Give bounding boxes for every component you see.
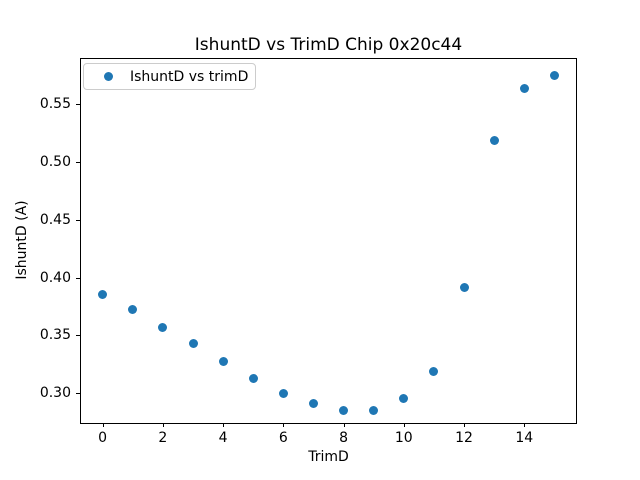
- data-point: [429, 366, 439, 376]
- data-point: [459, 283, 469, 293]
- x-tick-label: 4: [218, 430, 228, 446]
- y-tick-label: 0.50: [39, 154, 71, 170]
- x-tick-mark: [524, 423, 526, 427]
- x-tick-mark: [403, 423, 405, 427]
- data-point: [278, 388, 288, 398]
- x-tick-label: 0: [98, 430, 108, 446]
- plot-area: [80, 58, 577, 424]
- data-point: [308, 398, 318, 408]
- x-tick-label: 6: [278, 430, 288, 446]
- x-tick-label: 2: [158, 430, 168, 446]
- y-tick-label: 0.55: [39, 96, 71, 113]
- x-tick-label: 14: [515, 430, 534, 446]
- x-tick-label: 12: [455, 430, 473, 446]
- y-tick-mark: [76, 104, 80, 106]
- data-point: [489, 135, 499, 145]
- data-point: [339, 405, 349, 415]
- x-tick-label: 10: [394, 430, 413, 446]
- data-point: [248, 373, 258, 383]
- data-point: [399, 394, 409, 404]
- data-point: [188, 338, 198, 348]
- x-tick-mark: [464, 423, 465, 427]
- x-tick-label: 8: [339, 430, 349, 446]
- data-point: [128, 305, 138, 315]
- y-tick-mark: [76, 335, 80, 337]
- chart-title: IshuntD vs TrimD Chip 0x20c44: [194, 35, 463, 55]
- data-point: [369, 405, 379, 415]
- x-tick-mark: [283, 423, 285, 427]
- x-tick-mark: [162, 423, 164, 427]
- x-tick-mark: [343, 423, 345, 427]
- x-tick-mark: [102, 423, 104, 427]
- data-point: [218, 357, 228, 367]
- x-axis-label: TrimD: [308, 449, 349, 465]
- y-tick-label: 0.30: [39, 385, 71, 401]
- x-tick-mark: [223, 423, 225, 427]
- legend-label: IshuntD vs trimD: [130, 68, 249, 85]
- data-point: [519, 83, 529, 93]
- y-tick-label: 0.40: [39, 269, 71, 286]
- data-point: [549, 70, 559, 80]
- y-tick-mark: [76, 277, 80, 279]
- legend-marker-icon: [104, 72, 113, 81]
- data-point: [98, 290, 108, 300]
- y-tick-label: 0.45: [39, 211, 71, 228]
- y-tick-mark: [76, 162, 80, 163]
- legend: IshuntD vs trimD: [83, 63, 256, 90]
- y-tick-label: 0.35: [39, 327, 71, 344]
- y-tick-mark: [76, 219, 80, 221]
- y-axis-label: IshuntD (A): [14, 200, 30, 280]
- y-tick-mark: [76, 393, 80, 394]
- data-point: [158, 322, 168, 332]
